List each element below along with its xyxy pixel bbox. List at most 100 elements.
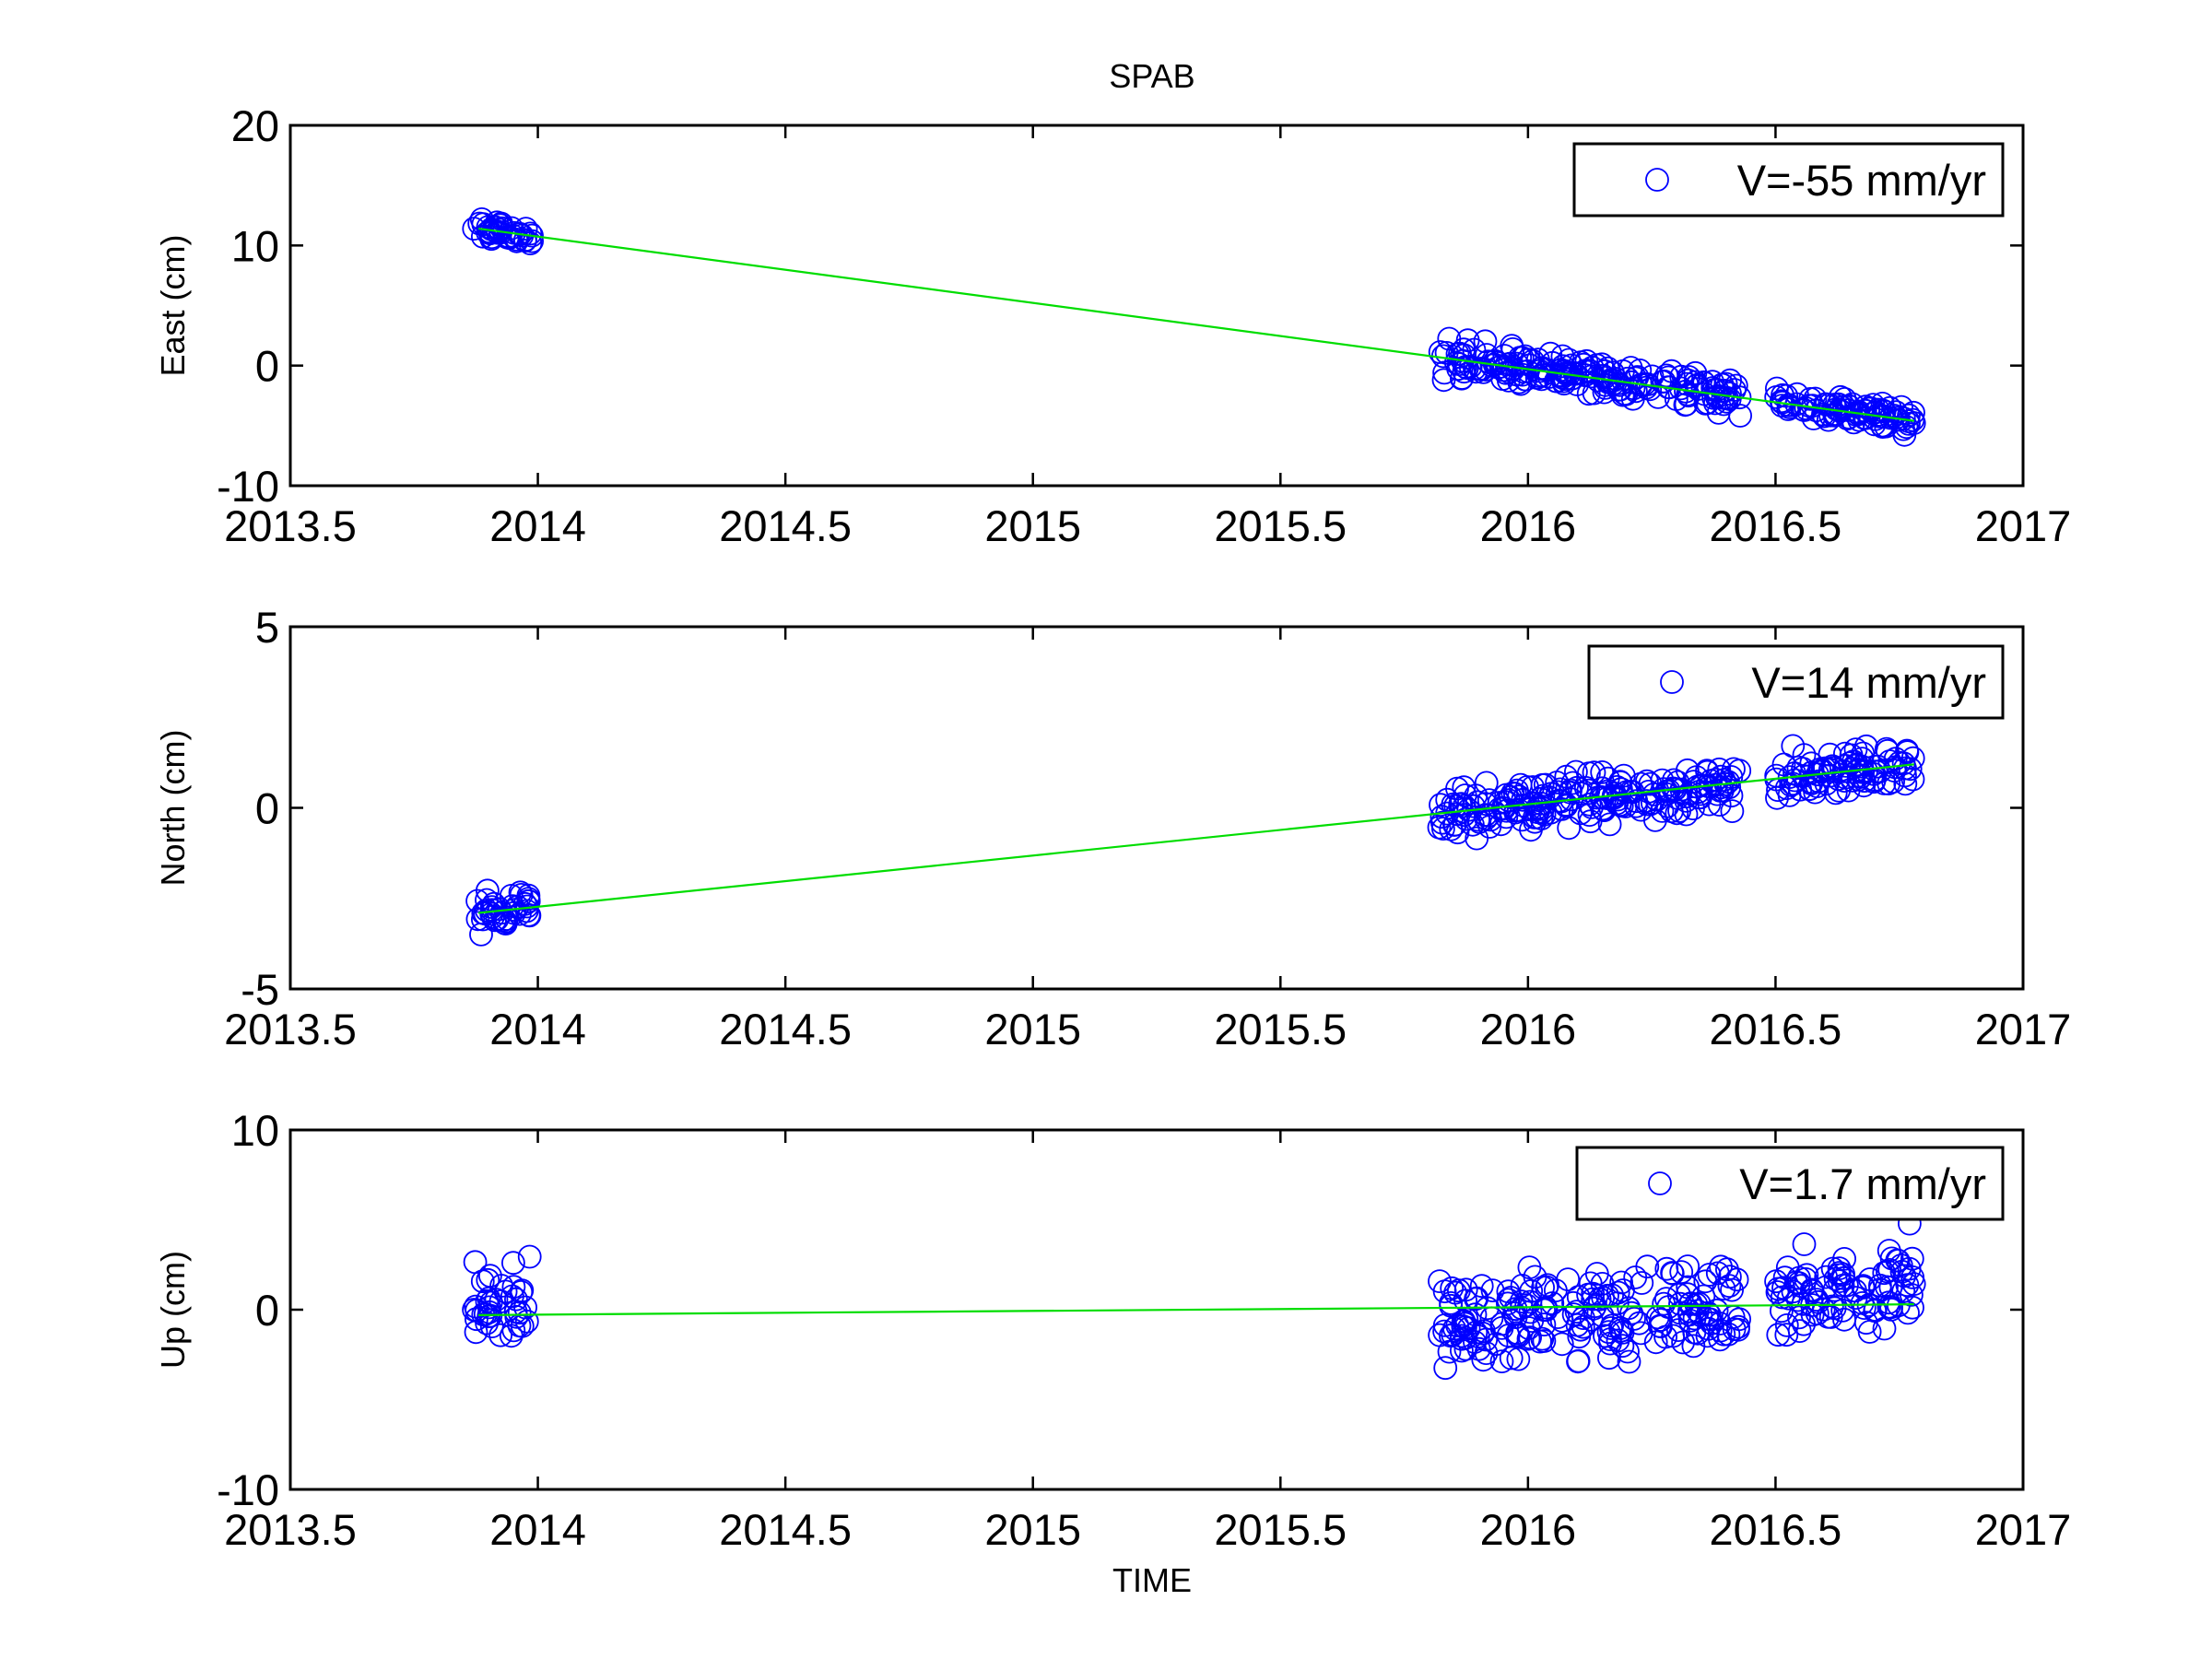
data-point	[1433, 1356, 1458, 1381]
x-tick-label: 2016.5	[1710, 501, 1842, 550]
axes-frame	[288, 124, 2025, 488]
x-tick-label: 2014.5	[719, 1005, 852, 1053]
data-point	[1876, 738, 1900, 763]
x-axis-label: TIME	[1112, 1561, 1192, 1599]
data-point	[1499, 1346, 1524, 1371]
subplot-east: 2013.5 2014 2014.5 2015 2015.5 2016 2016.5 2017…	[154, 101, 2071, 550]
data-point	[1544, 1278, 1568, 1302]
data-point	[1806, 1289, 1830, 1314]
data-point	[1810, 758, 1835, 782]
data-point	[1727, 385, 1752, 410]
x-tick-label: 2013.5	[224, 501, 357, 550]
data-point	[1597, 812, 1622, 837]
data-point	[1901, 1272, 1926, 1296]
data-point	[516, 888, 541, 913]
x-tick-label: 2016	[1480, 1505, 1577, 1554]
data-point	[477, 1286, 501, 1311]
data-point	[1705, 1261, 1730, 1286]
data-point	[484, 1288, 509, 1312]
data-point	[1820, 756, 1845, 781]
x-tick-label: 2014	[489, 1005, 586, 1053]
data-markers	[462, 206, 1926, 447]
x-tick-label: 2015.5	[1214, 1005, 1347, 1053]
data-point	[1698, 1307, 1723, 1332]
data-point	[1617, 1349, 1641, 1374]
data-point	[512, 891, 537, 916]
data-point	[1719, 783, 1744, 808]
data-point	[477, 1295, 501, 1320]
x-tick-label: 2015.5	[1214, 501, 1347, 550]
data-point	[1545, 771, 1570, 794]
data-point	[1442, 813, 1466, 837]
data-point	[1870, 413, 1894, 438]
data-point	[463, 1250, 488, 1275]
data-point	[475, 1311, 499, 1335]
y-tick-label: 0	[255, 342, 279, 391]
fit-line	[477, 227, 1914, 422]
data-point	[1628, 358, 1653, 382]
data-point	[1713, 379, 1737, 403]
data-point	[1598, 1327, 1622, 1351]
data-point	[1530, 1326, 1555, 1351]
data-point	[1659, 359, 1684, 383]
data-point	[1794, 1263, 1819, 1288]
data-point	[1527, 364, 1551, 389]
fit-line	[478, 763, 1914, 914]
data-point	[1827, 1261, 1852, 1285]
x-tick-label: 2017	[1975, 501, 2072, 550]
data-point	[1475, 343, 1499, 367]
x-tick-label: 2017	[1975, 1505, 2072, 1554]
data-point	[1505, 1321, 1530, 1346]
legend: V=14 mm/yr	[1587, 644, 2005, 720]
data-point	[462, 1298, 486, 1322]
data-point	[1899, 1283, 1924, 1307]
data-point	[1897, 411, 1921, 436]
data-point	[1815, 392, 1839, 417]
x-tick-label: 2013.5	[224, 1005, 357, 1053]
data-markers	[465, 734, 1925, 947]
data-point	[1514, 1293, 1539, 1317]
data-point	[1497, 359, 1522, 384]
data-point	[1823, 781, 1848, 806]
data-point	[1507, 784, 1531, 809]
data-point	[1703, 768, 1728, 792]
data-point	[520, 223, 544, 248]
data-point	[485, 219, 510, 244]
data-point	[1610, 1334, 1635, 1359]
data-point	[1602, 785, 1627, 810]
data-point	[1832, 1247, 1856, 1271]
data-point	[469, 923, 493, 947]
data-point	[1525, 795, 1550, 819]
data-point	[1435, 787, 1460, 812]
data-point	[1480, 1278, 1505, 1302]
y-axis-label: Up (cm)	[154, 1251, 192, 1369]
data-point	[1697, 1263, 1722, 1287]
legend-label: V=1.7 mm/yr	[1739, 1159, 1986, 1208]
data-point	[1770, 1299, 1794, 1324]
data-point	[1517, 1255, 1542, 1279]
data-point	[1676, 1275, 1700, 1300]
data-point	[1564, 1300, 1589, 1324]
data-point	[1434, 340, 1459, 365]
data-point	[1792, 743, 1817, 767]
data-point	[493, 1279, 518, 1304]
data-point	[1540, 1291, 1565, 1315]
data-point	[1506, 797, 1531, 822]
y-tick-label: 0	[255, 1286, 279, 1335]
data-point	[1482, 352, 1507, 377]
data-point	[504, 229, 529, 253]
data-point	[1453, 806, 1478, 831]
legend-label: V=14 mm/yr	[1751, 658, 1986, 707]
data-point	[1683, 370, 1708, 394]
data-point	[1823, 1266, 1848, 1291]
data-point	[1565, 1312, 1590, 1337]
data-point	[1787, 1305, 1811, 1330]
data-point	[1554, 793, 1579, 817]
data-point	[1786, 1288, 1810, 1312]
data-point	[501, 1251, 525, 1276]
legend: V=-55 mm/yr	[1572, 142, 2005, 218]
data-point	[1531, 783, 1556, 808]
data-point	[465, 907, 490, 932]
data-point	[1700, 376, 1725, 400]
